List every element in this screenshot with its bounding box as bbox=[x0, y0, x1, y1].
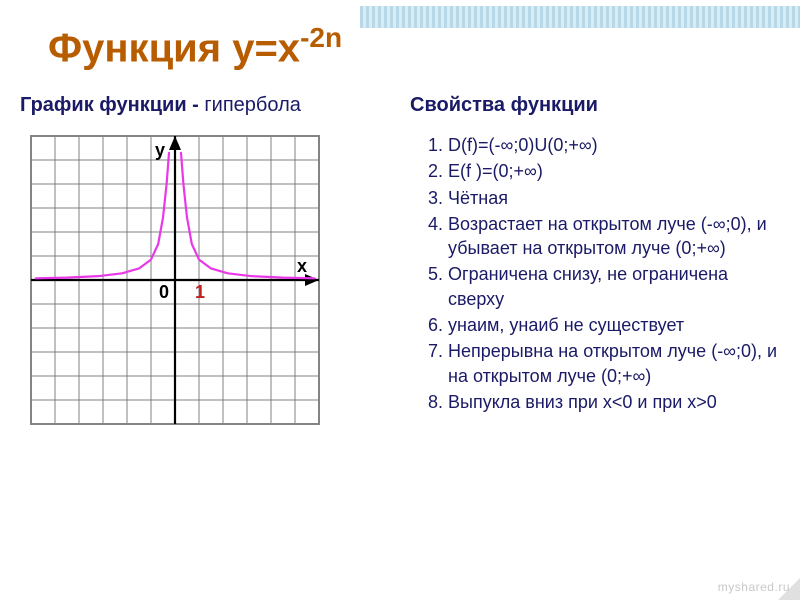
properties-title: Свойства функции bbox=[410, 94, 780, 117]
left-column: График функции - гипербола y x 0 1 bbox=[20, 94, 400, 455]
property-item: D(f)=(-∞;0)U(0;+∞) bbox=[448, 133, 780, 157]
header-stripe bbox=[360, 6, 800, 28]
function-graph: y x 0 1 bbox=[30, 135, 320, 425]
graph-container: y x 0 1 bbox=[30, 135, 350, 455]
right-column: Свойства функции D(f)=(-∞;0)U(0;+∞)E(f )… bbox=[410, 94, 780, 416]
property-item: E(f )=(0;+∞) bbox=[448, 159, 780, 183]
graph-label: График функции - гипербола bbox=[20, 94, 400, 117]
page-title: Функция y=x-2n bbox=[48, 22, 342, 71]
svg-text:y: y bbox=[155, 140, 165, 160]
property-item: Непрерывна на открытом луче (-∞;0), и на… bbox=[448, 339, 780, 388]
property-item: Выпукла вниз при x<0 и при x>0 bbox=[448, 390, 780, 414]
property-item: Чётная bbox=[448, 186, 780, 210]
property-item: Возрастает на открытом луче (-∞;0), и уб… bbox=[448, 212, 780, 261]
property-item: Ограничена снизу, не ограничена сверху bbox=[448, 262, 780, 311]
properties-list: D(f)=(-∞;0)U(0;+∞)E(f )=(0;+∞) ЧётнаяВозр… bbox=[410, 133, 780, 414]
property-item: унаим, унаиб не существует bbox=[448, 313, 780, 337]
watermark: myshared.ru bbox=[718, 580, 790, 594]
svg-text:x: x bbox=[297, 256, 307, 276]
svg-text:1: 1 bbox=[195, 282, 205, 302]
svg-text:0: 0 bbox=[159, 282, 169, 302]
